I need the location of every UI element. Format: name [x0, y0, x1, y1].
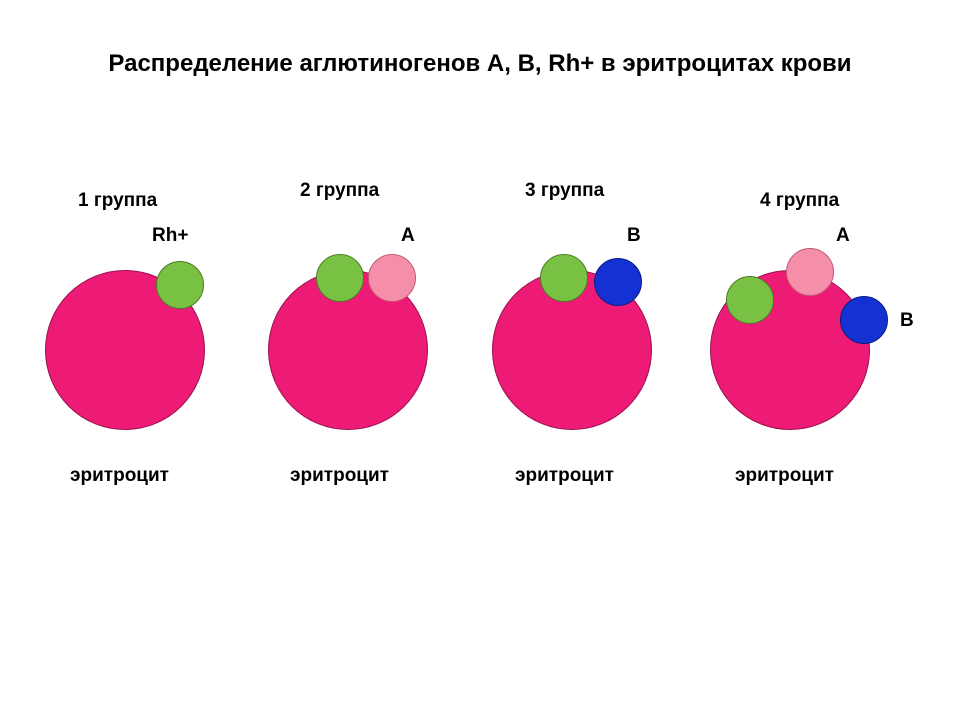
antigen-a-circle: [368, 254, 416, 302]
antigen-b-label: B: [900, 310, 914, 332]
antigen-rh-label: Rh+: [152, 225, 188, 247]
erythrocyte-label-1: эритроцит: [70, 465, 169, 487]
group-label-4: 4 группа: [760, 190, 839, 212]
antigen-a-circle: [786, 248, 834, 296]
group-label-3: 3 группа: [525, 180, 604, 202]
antigen-rh-circle: [540, 254, 588, 302]
antigen-rh-circle: [316, 254, 364, 302]
erythrocyte-label-3: эритроцит: [515, 465, 614, 487]
antigen-a-label: A: [401, 225, 415, 247]
antigen-rh-circle: [156, 261, 204, 309]
antigen-rh-circle: [726, 276, 774, 324]
antigen-b-circle: [594, 258, 642, 306]
erythrocyte-label-2: эритроцит: [290, 465, 389, 487]
antigen-b-circle: [840, 296, 888, 344]
antigen-a-label: A: [836, 225, 850, 247]
group-label-1: 1 группа: [78, 190, 157, 212]
antigen-b-label: B: [627, 225, 641, 247]
erythrocyte-label-4: эритроцит: [735, 465, 834, 487]
diagram-title: Распределение аглютиногенов А, В, Rh+ в …: [0, 48, 960, 80]
group-label-2: 2 группа: [300, 180, 379, 202]
